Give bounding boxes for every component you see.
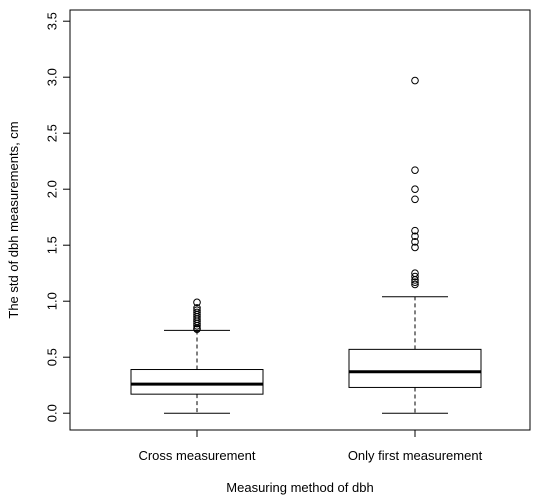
outlier-point — [411, 76, 419, 85]
outlier-point — [411, 166, 419, 174]
outlier-point — [411, 280, 419, 289]
x-tick-label: Only first measurement — [348, 448, 483, 463]
y-tick-label: 2.5 — [45, 124, 60, 142]
box-cross-measurement — [130, 298, 264, 414]
x-tick-label: Cross measurement — [138, 448, 255, 463]
outlier-point — [193, 298, 201, 307]
y-axis-title: The std of dbh measurements, cm — [6, 121, 21, 318]
outlier-point — [411, 185, 419, 193]
y-tick-label: 3.0 — [45, 68, 60, 86]
outlier-point — [411, 269, 419, 278]
outlier-point — [411, 232, 419, 241]
outlier-point — [193, 306, 201, 314]
y-tick-label: 2.0 — [45, 180, 60, 198]
iqr-box — [348, 348, 482, 388]
y-axis: 0.0 0.5 1.0 1.5 2.0 2.5 3.0 3.5 — [45, 12, 70, 422]
x-axis-title: Measuring method of dbh — [226, 480, 373, 495]
outlier-point — [411, 195, 419, 204]
box-only-first-measurement — [348, 76, 482, 414]
outlier-point — [411, 278, 419, 286]
y-tick-label: 0.0 — [45, 404, 60, 422]
plot-frame — [69, 9, 531, 431]
boxes-group — [130, 76, 482, 414]
iqr-box — [130, 369, 264, 395]
y-tick-label: 0.5 — [45, 348, 60, 366]
x-axis: Cross measurement Only first measurement — [138, 430, 483, 463]
y-tick-label: 1.0 — [45, 292, 60, 310]
y-tick-label: 3.5 — [45, 12, 60, 30]
outlier-point — [193, 304, 201, 312]
outlier-point — [411, 238, 419, 246]
outlier-point — [411, 226, 419, 235]
outlier-point — [411, 272, 419, 281]
y-tick-label: 1.5 — [45, 236, 60, 254]
outlier-point — [411, 243, 419, 252]
outlier-point — [193, 308, 201, 317]
